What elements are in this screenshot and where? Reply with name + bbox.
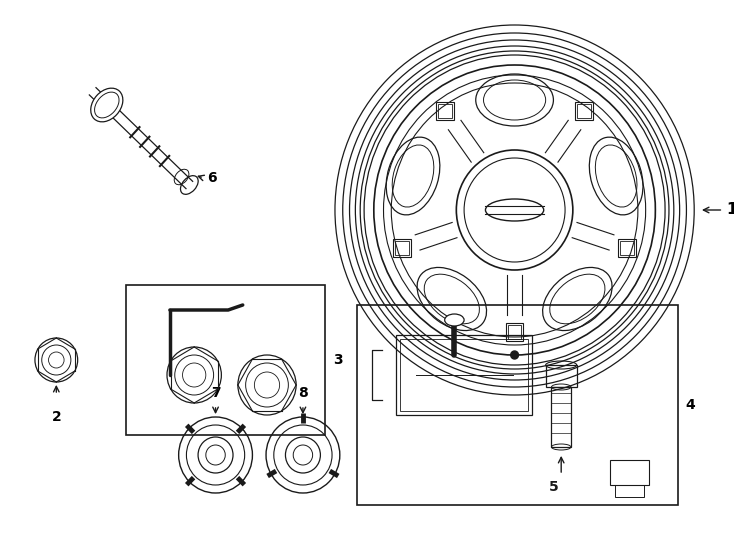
Text: 3: 3	[333, 353, 343, 367]
Ellipse shape	[445, 314, 464, 326]
Bar	[545, 365, 577, 387]
Ellipse shape	[91, 88, 123, 122]
Bar	[508, 325, 521, 339]
Bar	[395, 241, 409, 255]
Text: 8: 8	[298, 386, 308, 400]
Text: 5: 5	[548, 480, 559, 494]
Bar	[506, 323, 523, 341]
Circle shape	[511, 351, 518, 359]
Text: 7: 7	[211, 386, 220, 400]
Bar	[575, 102, 593, 120]
Bar	[578, 104, 591, 118]
Text: 1: 1	[726, 202, 734, 218]
Bar	[400, 339, 528, 411]
Bar	[357, 305, 677, 505]
Bar	[393, 239, 410, 256]
Bar	[436, 102, 454, 120]
Text: 2: 2	[51, 410, 61, 424]
Bar	[438, 104, 451, 118]
Text: 6: 6	[207, 171, 217, 185]
Bar	[620, 241, 634, 255]
Bar	[551, 387, 571, 447]
Bar	[610, 460, 649, 485]
Bar	[614, 485, 644, 497]
Text: 4: 4	[686, 398, 695, 412]
Bar	[396, 335, 532, 415]
Bar	[126, 285, 325, 435]
Bar	[619, 239, 636, 256]
